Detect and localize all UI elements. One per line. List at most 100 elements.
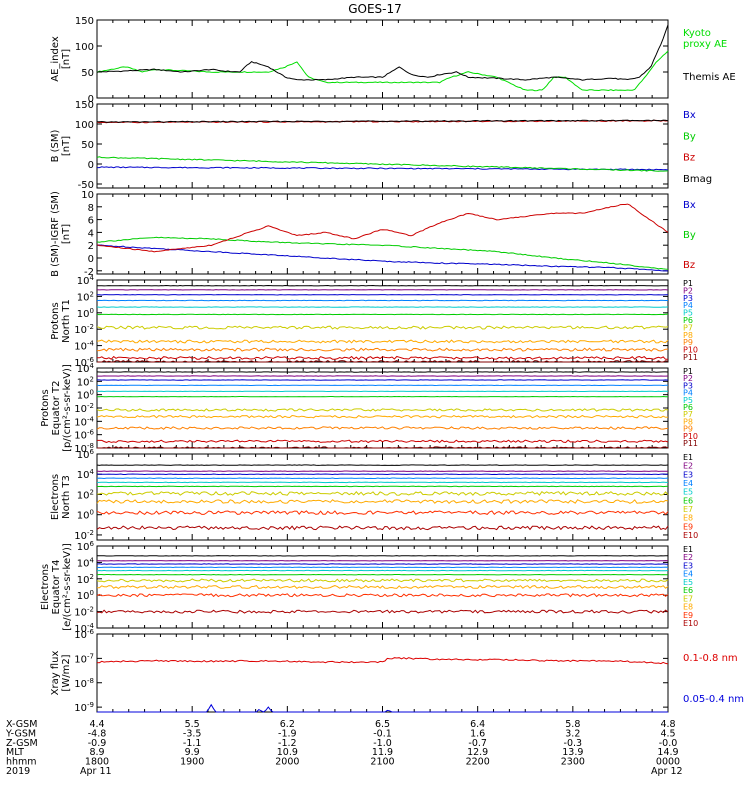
y-axis-label: Electrons North T3 [50,474,72,520]
legend-label: E7 [683,505,693,514]
x-axis-value: -1.1 [183,738,202,749]
x-axis-value: 14.9 [657,747,678,758]
y-tick-label: 10-4 [74,622,94,635]
y-axis-label: Protons North T1 [50,299,72,343]
legend-label: P11 [683,439,698,448]
y-axis-label: AE_index [nT] [50,36,72,82]
legend-label: E8 [683,603,693,612]
series-line-p9 [97,347,669,352]
series-line-p8 [96,339,669,344]
y-axis-label-line: [W/m2] [61,654,72,691]
series-line-e6 [97,485,669,488]
legend-label: E4 [683,570,693,579]
legend-label: Kyoto [683,28,711,39]
legend-label: 0.1-0.8 nm [683,653,738,664]
x-axis-row-label: X-GSM [6,719,37,730]
legend-label: By [683,131,696,142]
y-tick-label: 104 [77,468,95,481]
legend-label: 0.05-0.4 nm [683,694,744,705]
y-tick-label: 104 [77,362,95,375]
y-tick-label: 106 [77,540,95,553]
y-axis-label-line: Protons [50,302,61,339]
y-tick-label: 10-2 [74,606,94,619]
x-axis-value: -0.7 [468,738,487,749]
series-line-e5 [96,481,668,484]
series-line-p11 [97,446,669,449]
y-tick-label: 2 [88,241,94,252]
legend-label: P10 [683,346,698,355]
x-axis-value: -1.0 [373,738,392,749]
y-tick-label: 102 [77,573,94,586]
series-line-p9 [96,426,669,430]
y-tick-label: 102 [77,488,94,501]
x-axis-value: 1.6 [470,728,485,739]
y-tick-label: 100 [77,389,94,402]
panel-b-minus-igrf: 10 8 64 2 0 -2 B (SM)-IGRF (SM) [nT] Bx By Bz [50,190,696,278]
legend-label: Bx [683,110,696,121]
x-axis-row-label: Y-GSM [5,728,36,739]
series-line-e7 [96,491,669,496]
legend-label: P9 [683,338,693,347]
series-line-by [96,236,669,270]
series-line-e10 [96,609,669,614]
y-tick-label: 10-2 [74,529,94,542]
legend-label: P5 [683,309,693,318]
x-axis-value: 8.9 [89,747,104,758]
series-line-0-05-0-4-nm [97,703,668,713]
x-axis-value: 5.5 [185,719,200,730]
y-tick-label: 10-4 [74,415,94,428]
y-axis-label-line: B (SM) [50,129,61,162]
legend-label: P3 [683,294,693,303]
legend-label: P4 [683,301,693,310]
y-tick-label: 100 [75,120,94,131]
x-axis-value: 4.8 [660,719,675,730]
y-tick-label: 10-8 [74,442,94,455]
x-axis-value: 6.5 [375,719,390,730]
x-axis-row-label: Z-GSM [6,738,38,749]
legend-label: P7 [683,410,693,419]
x-axis-value: 5.8 [565,719,580,730]
legend-label: E1 [683,453,693,462]
y-axis-label-line: AE_index [50,36,61,82]
y-tick-label: 10-4 [74,340,94,353]
y-tick-label: 10-2 [74,402,94,415]
y-tick-label: -50 [78,180,94,191]
y-tick-label: 102 [77,290,94,303]
legend-label: E7 [683,594,693,603]
y-tick-label: 10 [81,190,94,201]
legend-label: E8 [683,514,693,523]
legend-label: P1 [683,279,693,288]
x-axis-value: 1800 [85,757,109,768]
legend-label: P1 [683,367,693,376]
series-line-bz [96,203,669,253]
legend-label: Bx [683,200,696,211]
legend-label: P8 [683,331,693,340]
x-axis-value: Apr 11 [80,766,112,777]
x-axis-value: 4.4 [89,719,104,730]
legend-label: By [683,230,696,241]
legend-label: E2 [683,462,693,471]
plot-title: GOES-17 [348,2,402,16]
y-tick-label: 106 [77,448,95,461]
legend-label: P8 [683,417,693,426]
y-tick-label: 10-8 [74,677,94,690]
series-line-p8 [96,414,669,419]
series-line-e3 [96,473,668,476]
y-tick-label: 10-9 [74,701,94,714]
y-axis-label-line: Xray flux [50,651,61,696]
x-axis-value: 0000 [656,757,680,768]
x-axis-value: -3.5 [183,728,202,739]
legend-label: E4 [683,479,693,488]
x-axis-value: Apr 12 [651,766,683,777]
x-axis-row-label: MLT [6,747,24,758]
x-axis-value: 10.9 [277,747,298,758]
y-axis-label-line: Equator T2 [51,381,62,436]
series-line-0-1-0-8-nm [96,657,669,665]
y-tick-label: 10-6 [74,356,94,369]
legend-label: E9 [683,522,693,531]
